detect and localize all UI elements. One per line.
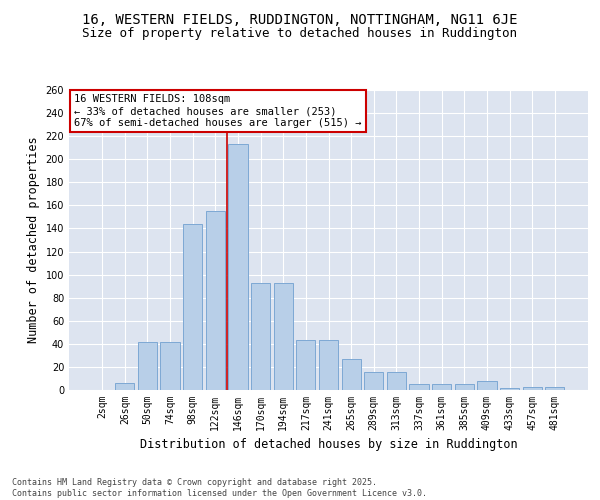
Bar <box>296 340 316 390</box>
Bar <box>138 342 157 390</box>
X-axis label: Distribution of detached houses by size in Ruddington: Distribution of detached houses by size … <box>140 438 517 452</box>
Bar <box>115 383 134 390</box>
Text: Contains HM Land Registry data © Crown copyright and database right 2025.
Contai: Contains HM Land Registry data © Crown c… <box>12 478 427 498</box>
Bar <box>274 282 293 390</box>
Bar <box>432 384 451 390</box>
Bar <box>183 224 202 390</box>
Bar <box>229 144 248 390</box>
Bar <box>341 359 361 390</box>
Bar <box>160 342 180 390</box>
Text: 16, WESTERN FIELDS, RUDDINGTON, NOTTINGHAM, NG11 6JE: 16, WESTERN FIELDS, RUDDINGTON, NOTTINGH… <box>82 12 518 26</box>
Bar <box>545 386 565 390</box>
Bar <box>477 381 497 390</box>
Text: Size of property relative to detached houses in Ruddington: Size of property relative to detached ho… <box>83 28 517 40</box>
Bar <box>387 372 406 390</box>
Bar <box>409 384 428 390</box>
Text: 16 WESTERN FIELDS: 108sqm
← 33% of detached houses are smaller (253)
67% of semi: 16 WESTERN FIELDS: 108sqm ← 33% of detac… <box>74 94 362 128</box>
Bar <box>455 384 474 390</box>
Bar <box>523 386 542 390</box>
Y-axis label: Number of detached properties: Number of detached properties <box>27 136 40 344</box>
Bar <box>206 211 225 390</box>
Bar <box>364 372 383 390</box>
Bar <box>500 388 519 390</box>
Bar <box>319 340 338 390</box>
Bar <box>251 282 270 390</box>
